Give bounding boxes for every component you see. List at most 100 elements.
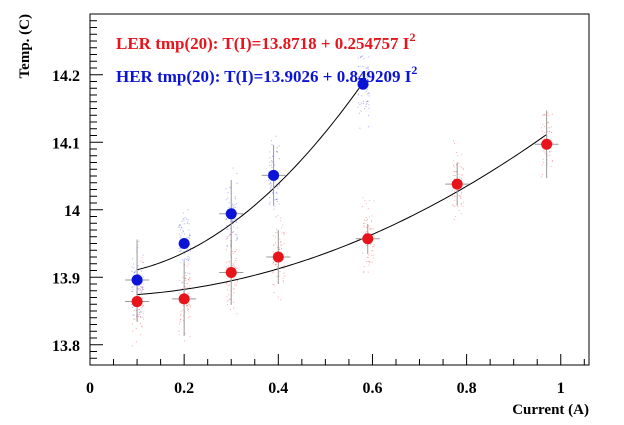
raw-sample-dot [268, 179, 270, 181]
raw-sample-dot [454, 171, 456, 173]
raw-sample-dot [543, 113, 545, 115]
raw-sample-dot [368, 92, 370, 94]
raw-sample-dot [187, 221, 189, 223]
raw-sample-dot [551, 160, 553, 162]
raw-sample-dot [369, 228, 371, 230]
raw-sample-dot [232, 226, 234, 228]
raw-sample-dot [452, 140, 454, 142]
raw-sample-dot [269, 201, 271, 203]
raw-sample-dot [359, 56, 361, 58]
raw-sample-dot [366, 67, 368, 69]
raw-sample-dot [132, 314, 134, 316]
raw-sample-dot [279, 247, 281, 249]
raw-sample-dot [365, 68, 367, 70]
raw-sample-dot [277, 187, 279, 189]
raw-sample-dot [142, 262, 144, 264]
x-tick-label: 0.4 [268, 380, 288, 397]
raw-sample-dot [228, 294, 230, 296]
raw-sample-dot [228, 202, 230, 204]
raw-sample-dot [365, 202, 367, 204]
y-tick-label: 14 [64, 203, 80, 220]
raw-sample-dot [187, 309, 189, 311]
raw-sample-dot [270, 182, 272, 184]
raw-sample-dot [367, 100, 369, 102]
raw-sample-dot [180, 224, 182, 226]
raw-sample-dot [134, 270, 136, 272]
raw-sample-dot [360, 110, 362, 112]
raw-sample-dot [235, 239, 237, 241]
raw-sample-dot [269, 161, 271, 163]
raw-sample-dot [279, 158, 281, 160]
raw-sample-dot [178, 323, 180, 325]
raw-sample-dot [189, 306, 191, 308]
raw-sample-dot [550, 166, 552, 168]
raw-sample-dot [456, 152, 458, 154]
raw-sample-dot [229, 187, 231, 189]
raw-sample-dot [372, 257, 374, 259]
raw-sample-dot [272, 263, 274, 265]
data-point-her [131, 274, 143, 286]
raw-sample-dot [364, 219, 366, 221]
raw-sample-dot [179, 279, 181, 281]
raw-sample-dot [181, 281, 183, 283]
raw-sample-dot [185, 280, 187, 282]
raw-sample-dot [362, 66, 364, 68]
raw-sample-dot [280, 266, 282, 268]
raw-sample-dot [233, 231, 235, 233]
raw-sample-dot [544, 115, 546, 117]
raw-sample-dot [141, 257, 143, 259]
raw-sample-dot [283, 275, 285, 277]
raw-sample-dot [138, 240, 140, 242]
raw-sample-dot [365, 216, 367, 218]
raw-sample-dot [178, 334, 180, 336]
raw-sample-dot [362, 76, 364, 78]
raw-sample-dot [185, 303, 187, 305]
raw-sample-dot [131, 290, 133, 292]
raw-sample-dot [179, 251, 181, 253]
raw-sample-dot [543, 125, 545, 127]
raw-sample-dot [231, 232, 233, 234]
legend-ler-sup: 2 [409, 30, 415, 44]
raw-sample-dot [458, 162, 460, 164]
raw-sample-dot [186, 304, 188, 306]
raw-sample-dot [454, 215, 456, 217]
raw-sample-dot [365, 103, 367, 105]
raw-sample-dot [226, 245, 228, 247]
raw-sample-dot [459, 176, 461, 178]
raw-sample-dot [357, 75, 359, 77]
raw-sample-dot [367, 93, 369, 95]
raw-sample-dot [226, 289, 228, 291]
raw-sample-dot [235, 218, 237, 220]
raw-sample-dot [458, 210, 460, 212]
raw-sample-dot [283, 232, 285, 234]
raw-sample-dot [552, 144, 554, 146]
raw-sample-dot [140, 267, 142, 269]
raw-sample-dot [369, 243, 371, 245]
raw-sample-dot [186, 258, 188, 260]
raw-sample-dot [278, 275, 280, 277]
x-axis: 0 0.2 0.4 0.6 0.8 1 [86, 354, 585, 397]
raw-sample-dot [357, 57, 359, 59]
raw-sample-dot [542, 114, 544, 116]
raw-sample-dot [369, 200, 371, 202]
raw-sample-dot [225, 282, 227, 284]
raw-sample-dot [547, 121, 549, 123]
raw-sample-dot [457, 189, 459, 191]
raw-sample-dot [233, 261, 235, 263]
raw-sample-dot [188, 293, 190, 295]
raw-sample-dot [181, 288, 183, 290]
raw-sample-dot [189, 304, 191, 306]
raw-sample-dot [366, 75, 368, 77]
raw-sample-dot [282, 279, 284, 281]
raw-sample-dot [274, 164, 276, 166]
data-point-ler [541, 138, 553, 150]
raw-sample-dot [461, 153, 463, 155]
raw-sample-dot [189, 273, 191, 275]
raw-sample-dot [182, 315, 184, 317]
fit-curve-ler [137, 134, 547, 296]
raw-sample-dot [226, 236, 228, 238]
raw-sample-dot [277, 215, 279, 217]
raw-sample-dot [178, 226, 180, 228]
raw-sample-dot [361, 55, 363, 57]
raw-sample-dot [227, 197, 229, 199]
